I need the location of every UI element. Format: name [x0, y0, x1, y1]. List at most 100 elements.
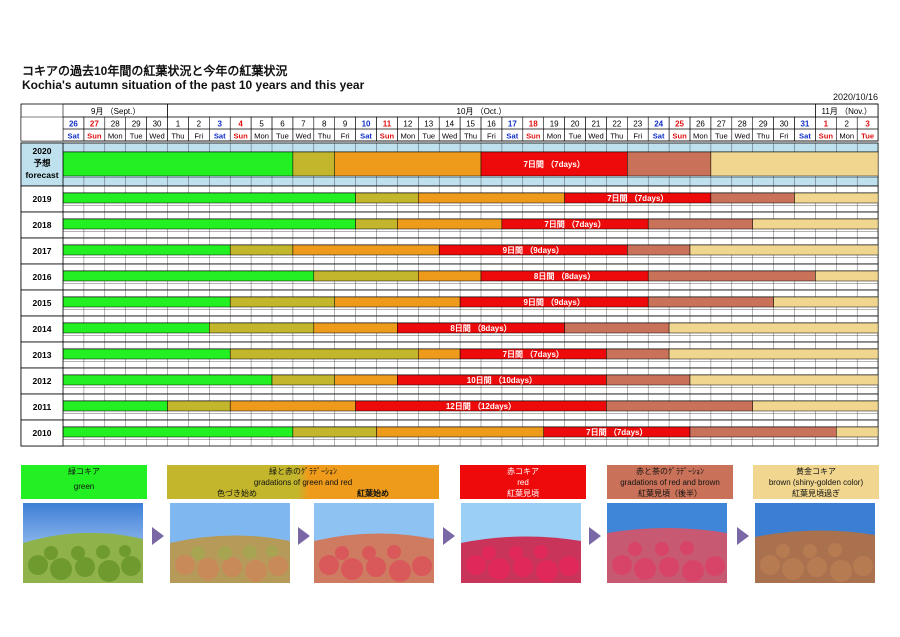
stage-bar-orange [376, 426, 544, 438]
kochia-timeline-chart: 9月 （Sept.） 10月 （Oct.） 11月 （Nov.）26Sat27Sun… [20, 103, 879, 447]
weekday-label: Tue [715, 132, 728, 141]
weekday-label: Sat [799, 132, 811, 141]
day-label: 27 [90, 120, 99, 129]
weekday-label: Sat [68, 132, 80, 141]
weekday-label: Wed [442, 132, 457, 141]
day-label: 25 [675, 120, 684, 129]
stage-bar-orange [418, 270, 482, 282]
day-label: 2 [197, 120, 202, 129]
weekday-label: Sun [819, 132, 834, 141]
day-label: 18 [529, 120, 538, 129]
day-label: 5 [259, 120, 264, 129]
forecast-label-en: forecast [25, 170, 58, 180]
day-label: 21 [591, 120, 600, 129]
year-label-cell [20, 237, 64, 265]
weekday-label: Thu [464, 132, 477, 141]
day-label: 13 [424, 120, 433, 129]
day-label: 28 [738, 120, 747, 129]
day-label: 1 [824, 120, 829, 129]
day-label: 30 [780, 120, 789, 129]
arrow-3-icon [443, 527, 455, 545]
red-period-label: 9日間 （9days） [503, 245, 564, 255]
day-label: 24 [654, 120, 663, 129]
stage-bar-red [480, 151, 628, 177]
red-period-label: 9日間 （9days） [523, 297, 584, 307]
legend-red-peak: 紅葉見頃 [507, 489, 539, 498]
legend-golden: 黄金コキア brown (shiny-golden color) 紅葉見頃過ぎ [753, 465, 879, 499]
year-label: 2016 [33, 272, 52, 282]
day-label: 17 [508, 120, 517, 129]
year-label-cell [20, 419, 64, 447]
weekday-label: Wed [149, 132, 164, 141]
day-label: 2 [845, 120, 850, 129]
year-label: 2017 [33, 246, 52, 256]
legend-red-brown-jp: 赤と茶のｸﾞﾗﾃﾞｰｼｮﾝ [636, 467, 704, 476]
red-period-label: 12日間 （12days） [446, 401, 516, 411]
stage-bar-beige [689, 374, 879, 386]
weekday-label: Mon [400, 132, 415, 141]
day-label: 12 [403, 120, 412, 129]
stage-bar-olive [229, 244, 294, 256]
stage-bar-brown [606, 348, 670, 360]
day-label: 4 [238, 120, 243, 129]
weekday-label: Tue [276, 132, 289, 141]
forecast-label-jp: 予想 [33, 158, 51, 168]
stage-bar-beige [668, 348, 879, 360]
weekday-label: Thu [318, 132, 331, 141]
weekday-label: Sat [214, 132, 226, 141]
stage-bar-green [62, 151, 294, 177]
red-period-label: 7日間 （7days） [503, 349, 564, 359]
photo-green-kochia [23, 503, 143, 583]
page-title: コキアの過去10年間の紅葉状況と今年の紅葉状況 [22, 64, 288, 78]
weekday-cell [856, 128, 879, 142]
year-label: 2019 [33, 194, 52, 204]
day-label: 10 [362, 120, 371, 129]
red-period-label: 7日間 （7days） [544, 219, 605, 229]
weekday-label: Tue [861, 132, 874, 141]
day-label: 31 [800, 120, 809, 129]
year-label-cell [20, 142, 64, 187]
weekday-label: Wed [296, 132, 311, 141]
stage-bar-brown [627, 244, 691, 256]
stage-bar-olive [167, 400, 231, 412]
red-period-label: 7日間 （7days） [586, 427, 647, 437]
stage-bar-olive [292, 151, 335, 177]
stage-bar-green [62, 296, 231, 308]
stage-bar-green [62, 348, 231, 360]
photo-coloring-start [170, 503, 290, 583]
arrow-1-icon [152, 527, 164, 545]
day-label: 6 [280, 120, 285, 129]
report-date: 2020/10/16 [832, 92, 878, 102]
year-label: 2010 [33, 428, 52, 438]
stage-bar-olive [229, 348, 419, 360]
stage-bar-brown [606, 400, 753, 412]
day-label: 27 [717, 120, 726, 129]
day-label: 14 [445, 120, 454, 129]
stage-bar-green [62, 218, 356, 230]
year-label-cell [20, 341, 64, 369]
day-label: 7 [301, 120, 306, 129]
stage-bar-olive [355, 218, 398, 230]
stage-bar-beige [710, 151, 879, 177]
day-label: 1 [176, 120, 181, 129]
stage-bar-brown [710, 192, 795, 204]
photo-red-brown [607, 503, 727, 583]
stage-bar-green [62, 270, 315, 282]
red-period-label: 7日間 （7days） [607, 193, 668, 203]
stage-bar-beige [836, 426, 879, 438]
legend-gradation-en: gradations of green and red [253, 478, 353, 487]
stage-bar-olive [271, 374, 335, 386]
photo-autumn-start [314, 503, 434, 583]
legend-golden-en: brown (shiny-golden color) [768, 478, 864, 487]
year-label-cell [20, 367, 64, 395]
arrow-2-icon [298, 527, 310, 545]
legend-red-jp: 赤コキア [507, 467, 539, 476]
legend-green: 緑コキア green [21, 465, 147, 499]
stage-bar-beige [752, 400, 879, 412]
year-label-cell [20, 393, 64, 421]
day-label: 23 [633, 120, 642, 129]
stage-bar-olive [313, 270, 419, 282]
stage-bar-brown [564, 322, 670, 334]
legend-red: 赤コキア red 紅葉見頃 [460, 465, 586, 499]
red-period-label: 7日間 （7days） [523, 159, 584, 169]
